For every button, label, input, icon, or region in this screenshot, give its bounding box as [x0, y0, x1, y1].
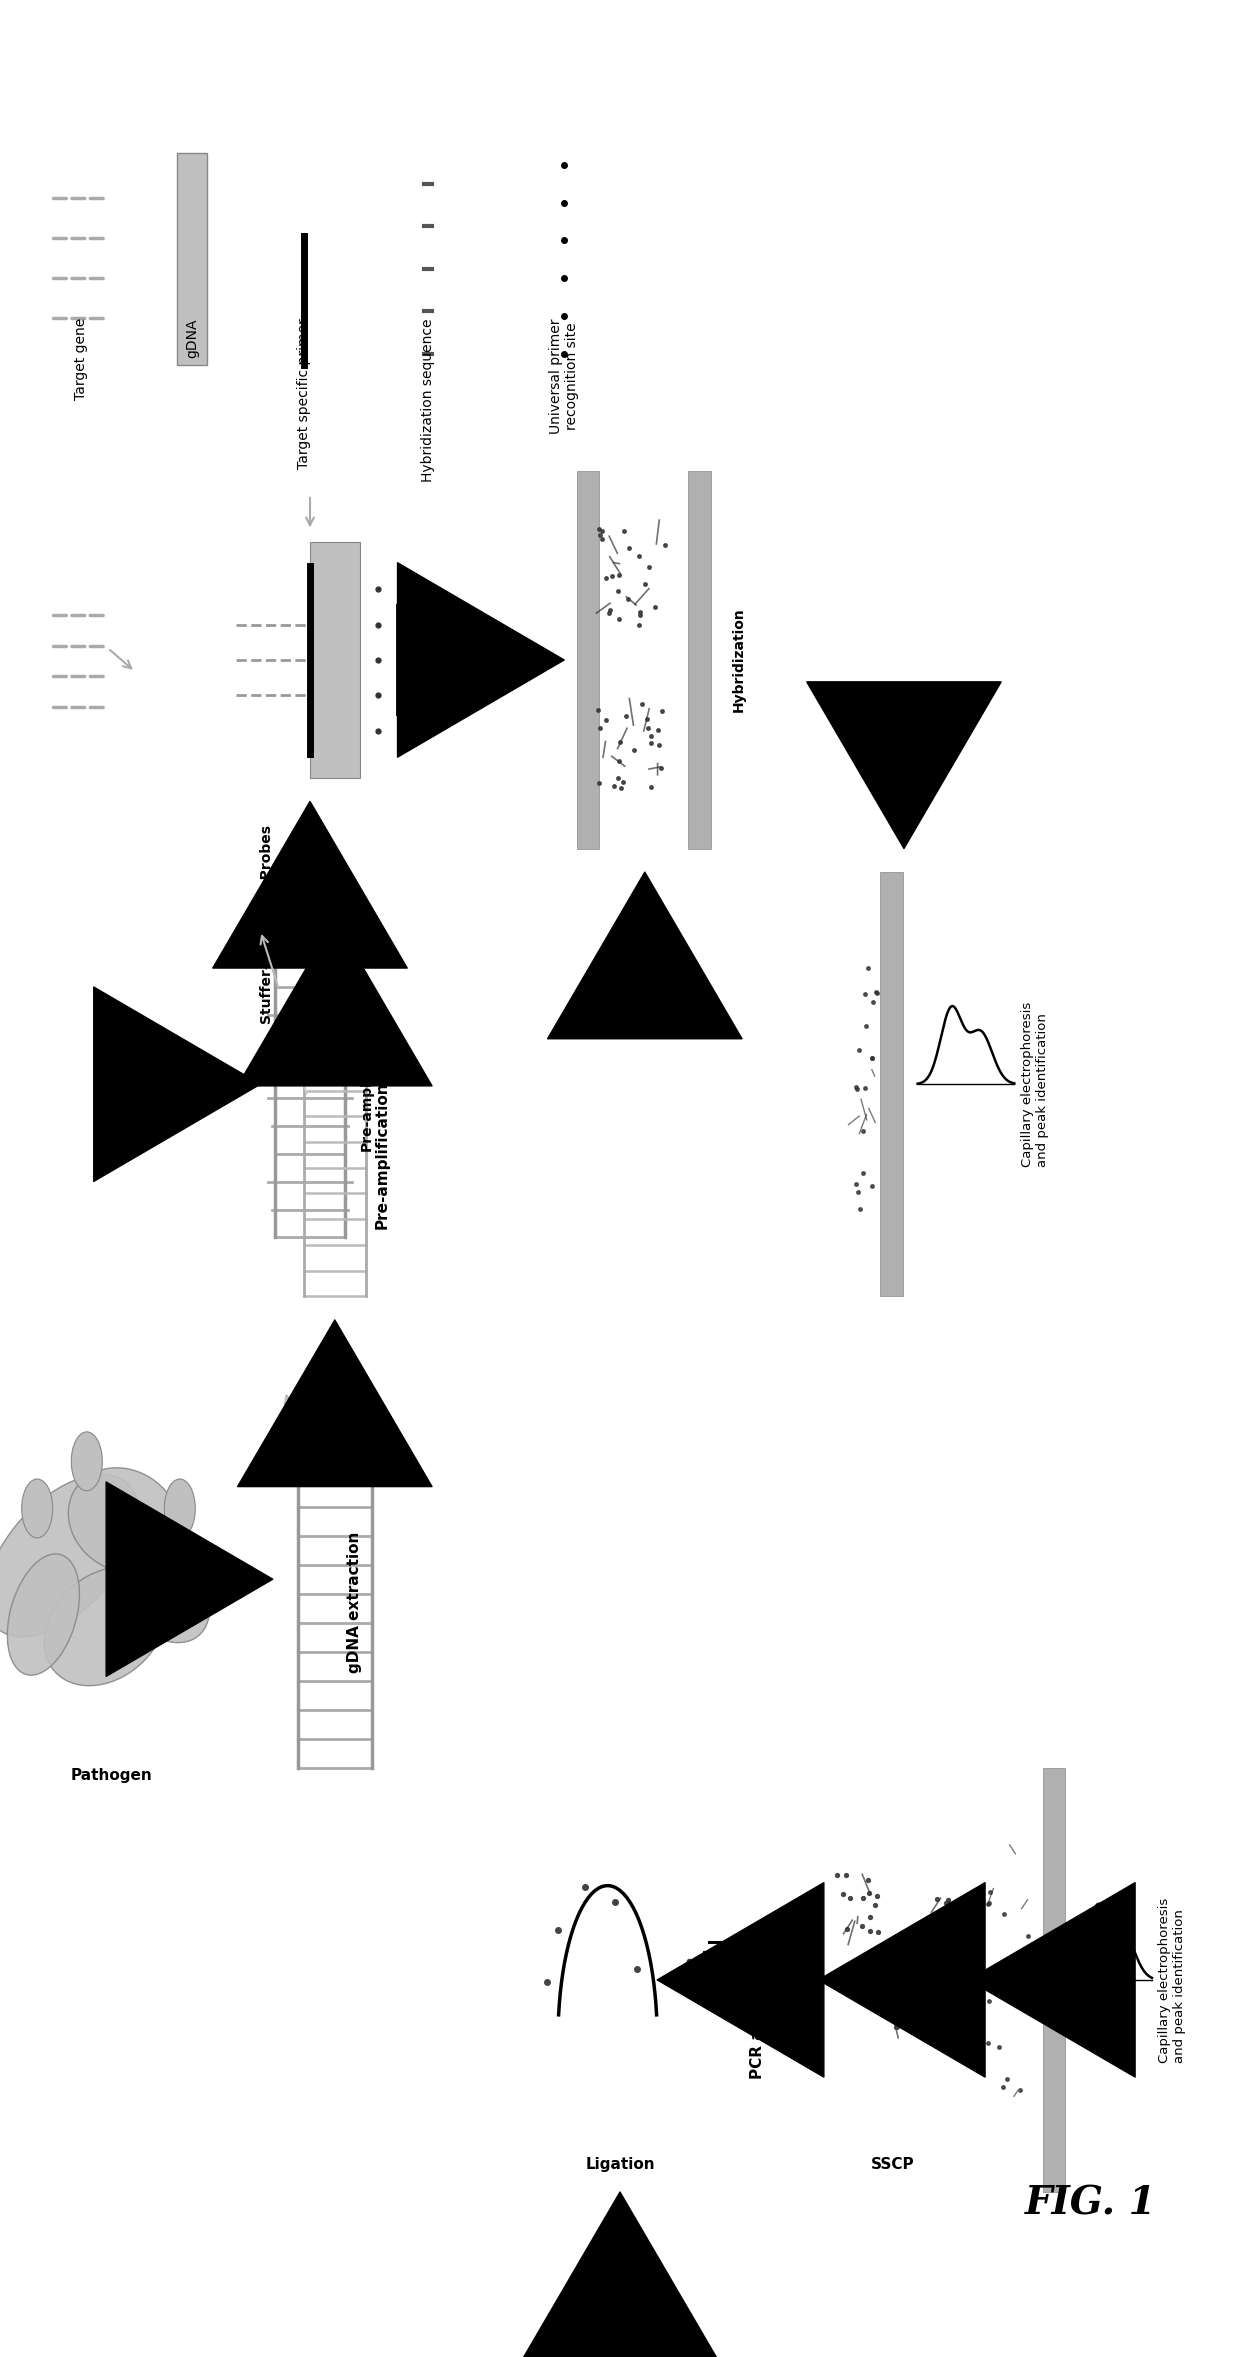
Text: Pre-amplification: Pre-amplification — [374, 1082, 389, 1228]
Text: Universal primer
recognition site: Universal primer recognition site — [549, 318, 579, 434]
Ellipse shape — [45, 1567, 166, 1685]
Ellipse shape — [21, 1480, 52, 1539]
Bar — [310, 542, 360, 778]
Bar — [688, 471, 711, 849]
Ellipse shape — [164, 1480, 195, 1539]
Ellipse shape — [71, 1433, 102, 1492]
Bar — [1043, 1768, 1065, 2192]
Text: Hybridization: Hybridization — [732, 608, 745, 712]
Text: Capillary electrophoresis
and peak identification: Capillary electrophoresis and peak ident… — [1021, 1002, 1049, 1167]
Bar — [577, 471, 599, 849]
Text: Pre-amplification: Pre-amplification — [360, 1016, 373, 1153]
Text: Target gene: Target gene — [73, 318, 88, 401]
Bar — [880, 872, 903, 1296]
Text: Ligation: Ligation — [585, 2157, 655, 2171]
Text: SSCP: SSCP — [870, 2157, 915, 2171]
Text: gDNA extraction: gDNA extraction — [347, 1532, 362, 1673]
Text: Stuffer-free MLPA Probes: Stuffer-free MLPA Probes — [259, 825, 274, 1023]
Text: FIG. 1: FIG. 1 — [1025, 2185, 1157, 2223]
Ellipse shape — [7, 1553, 79, 1676]
Text: Pathogen: Pathogen — [71, 1768, 153, 1782]
Text: Capillary electrophoresis
and peak identification: Capillary electrophoresis and peak ident… — [1158, 1897, 1187, 2062]
Ellipse shape — [113, 1539, 210, 1643]
Text: PCR amplification: PCR amplification — [750, 1928, 765, 2079]
Text: Hybridization sequence: Hybridization sequence — [420, 318, 435, 481]
Text: gDNA: gDNA — [185, 318, 200, 358]
Text: Target specific primer: Target specific primer — [296, 318, 311, 469]
Ellipse shape — [68, 1468, 180, 1572]
Bar — [177, 153, 207, 365]
Ellipse shape — [0, 1475, 139, 1636]
